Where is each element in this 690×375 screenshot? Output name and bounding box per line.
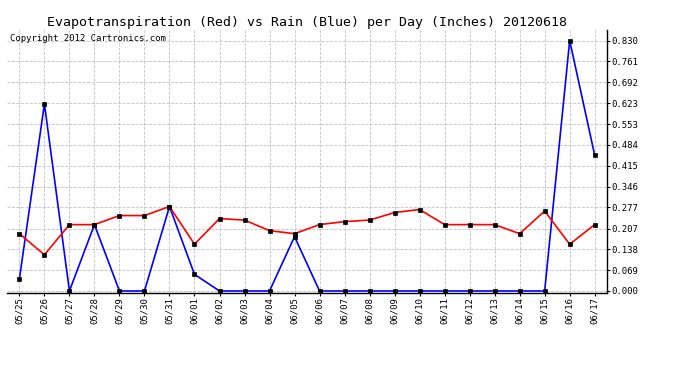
Title: Evapotranspiration (Red) vs Rain (Blue) per Day (Inches) 20120618: Evapotranspiration (Red) vs Rain (Blue) … (47, 16, 567, 29)
Text: Copyright 2012 Cartronics.com: Copyright 2012 Cartronics.com (10, 34, 166, 43)
